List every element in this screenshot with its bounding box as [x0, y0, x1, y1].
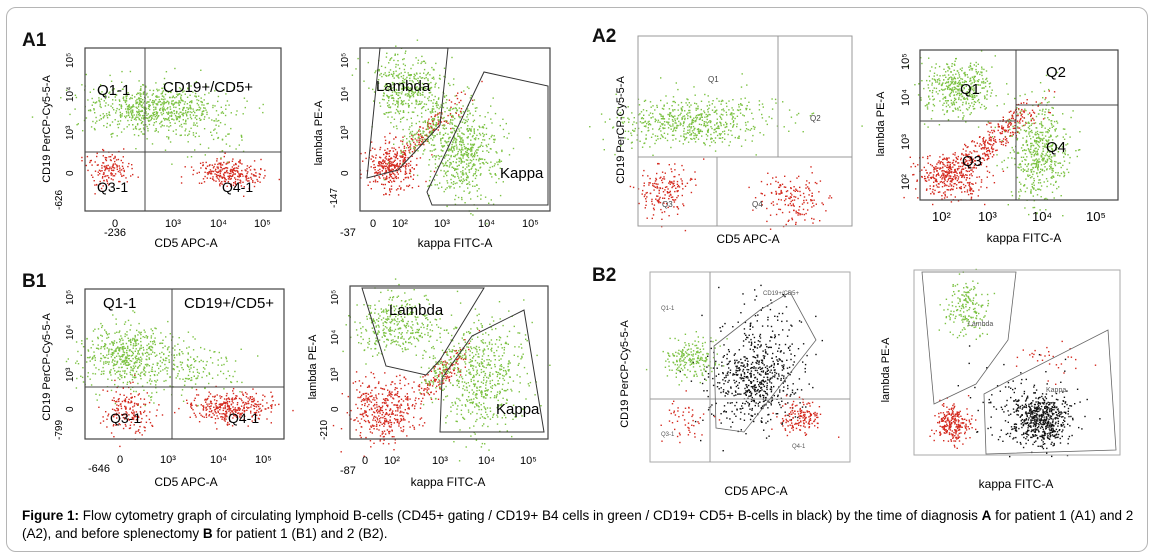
panel-label-a2: A2 — [592, 26, 617, 47]
panel-label-a1: A1 — [22, 30, 47, 51]
panel-label-b2: B2 — [592, 265, 617, 286]
figure-frame — [6, 7, 1148, 552]
panel-label-b1: B1 — [22, 271, 47, 292]
